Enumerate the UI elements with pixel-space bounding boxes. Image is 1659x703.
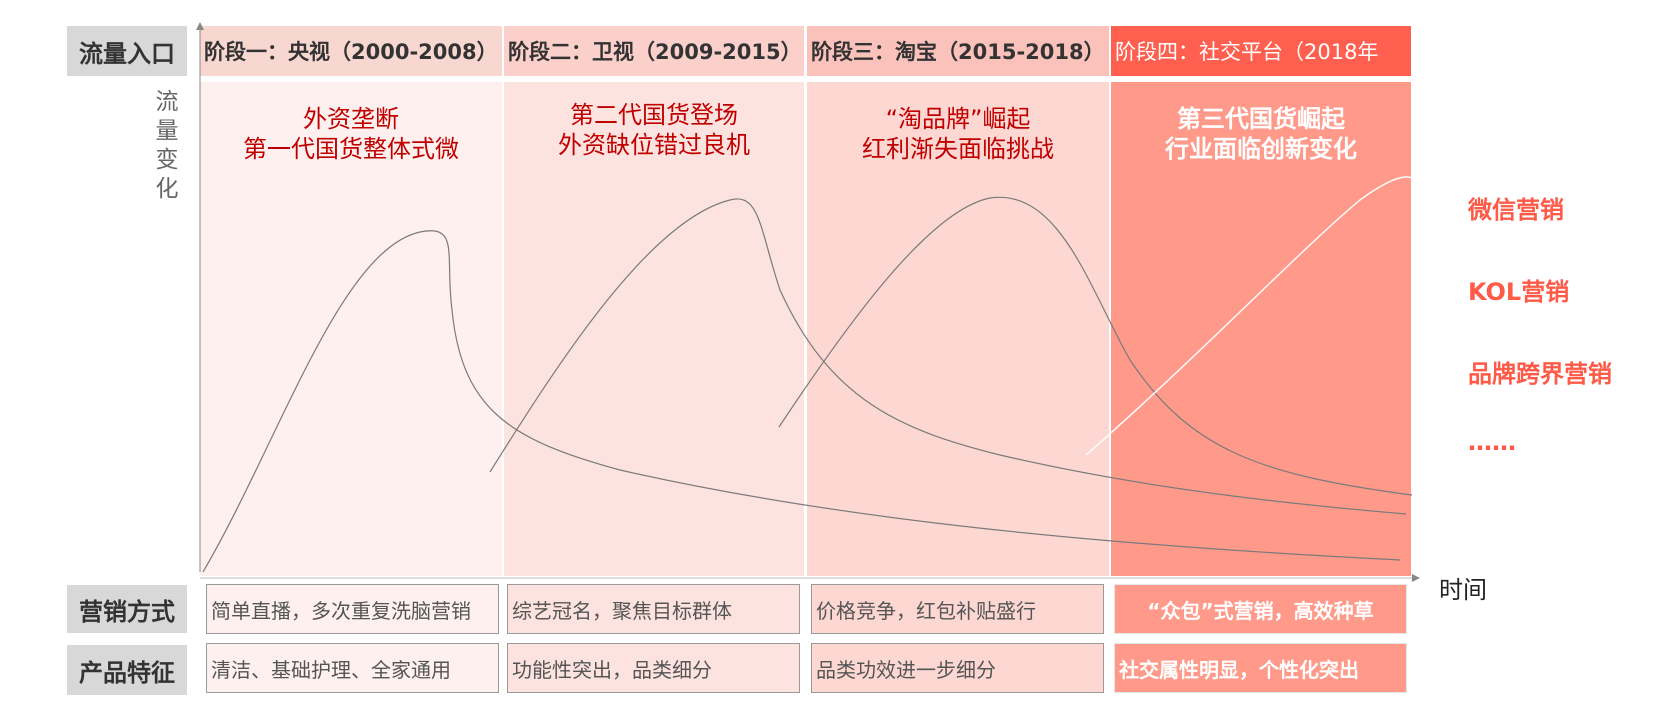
stage-3-title-line: 红利渐失面临挑战	[862, 135, 1054, 163]
side-item-kol: KOL营销	[1468, 278, 1570, 306]
row-label-product: 产品特征	[67, 645, 187, 695]
curve-stage-4	[1085, 176, 1413, 456]
curve-stage-3	[778, 196, 1413, 496]
stage-1-background	[200, 82, 502, 576]
side-item-crossover: 品牌跨界营销	[1468, 360, 1612, 388]
stage-1-title: 外资垄断 第一代国货整体式微	[200, 104, 502, 164]
stage-3-product: 品类功效进一步细分	[811, 643, 1104, 693]
stage-3-header: 阶段三：淘宝（2015-2018）	[807, 26, 1109, 76]
stage-2-title-line: 外资缺位错过良机	[558, 131, 750, 159]
stage-2-marketing: 综艺冠名，聚焦目标群体	[507, 584, 800, 634]
x-axis-label: 时间	[1439, 576, 1487, 604]
stage-2-header: 阶段二：卫视（2009-2015）	[504, 26, 804, 76]
stage-2-product: 功能性突出，品类细分	[507, 643, 800, 693]
stage-4-marketing: “众包”式营销，高效种草	[1114, 584, 1407, 634]
stage-1-title-line: 第一代国货整体式微	[243, 135, 459, 163]
stage-4-product: 社交属性明显，个性化突出	[1114, 643, 1407, 693]
stage-4-title-line: 第三代国货崛起	[1177, 105, 1345, 133]
row-label-traffic: 流量入口	[67, 26, 187, 76]
side-item-more: ……	[1468, 428, 1516, 456]
stage-4-title-line: 行业面临创新变化	[1165, 135, 1357, 163]
y-axis-char: 流	[155, 89, 179, 115]
y-axis-char: 量	[155, 118, 179, 144]
stage-4-title: 第三代国货崛起 行业面临创新变化	[1111, 104, 1411, 164]
curve-stage-2	[489, 198, 1407, 515]
y-axis-char: 变	[155, 147, 179, 173]
stage-3-marketing: 价格竞争，红包补贴盛行	[811, 584, 1104, 634]
stage-1-product: 清洁、基础护理、全家通用	[206, 643, 499, 693]
stage-2-background	[504, 82, 804, 576]
stage-1-marketing: 简单直播，多次重复洗脑营销	[206, 584, 499, 634]
y-axis-arrow	[196, 22, 204, 30]
stage-2-title-line: 第二代国货登场	[570, 101, 738, 129]
stage-1-title-line: 外资垄断	[303, 105, 399, 133]
stage-3-title: “淘品牌”崛起 红利渐失面临挑战	[807, 104, 1109, 164]
y-axis-char: 化	[155, 176, 179, 202]
stage-4-background	[1111, 82, 1411, 576]
row-label-marketing: 营销方式	[67, 585, 187, 633]
x-axis-arrow	[1412, 574, 1420, 582]
curve-stage-1	[202, 230, 1401, 573]
y-axis-label: 流 量 变 化	[152, 88, 182, 204]
stage-2-title: 第二代国货登场 外资缺位错过良机	[504, 100, 804, 160]
side-item-wechat: 微信营销	[1468, 196, 1564, 224]
stage-3-background	[807, 82, 1109, 576]
stage-4-header: 阶段四：社交平台（2018年	[1111, 26, 1411, 76]
stage-1-header: 阶段一：央视（2000-2008）	[200, 26, 502, 76]
stage-3-title-line: “淘品牌”崛起	[885, 105, 1031, 133]
